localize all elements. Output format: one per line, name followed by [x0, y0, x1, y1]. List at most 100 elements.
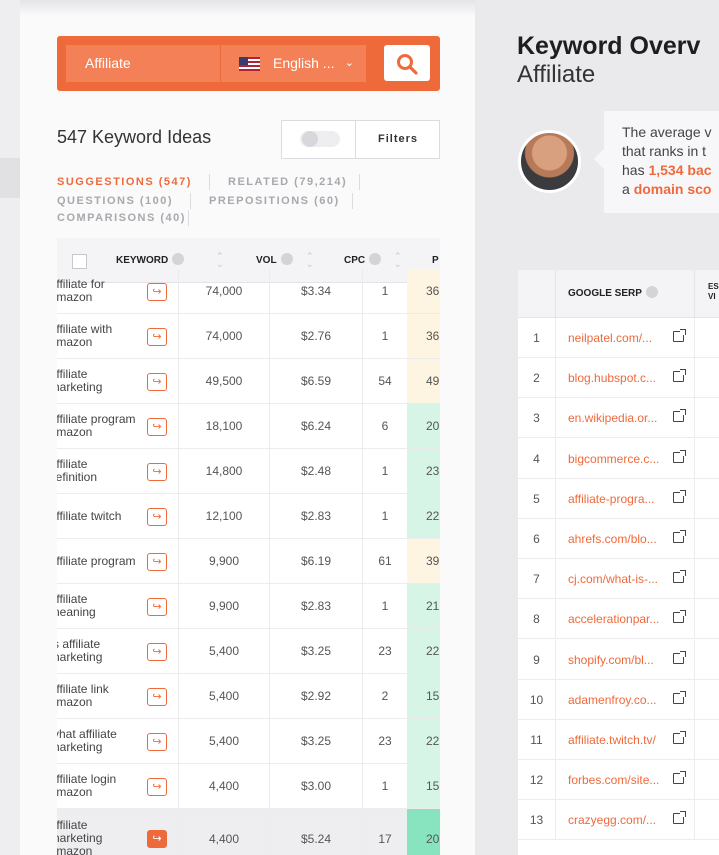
table-row[interactable]: vhat affiliate narketing ↪ 5,400 $3.25 23 22 — [57, 719, 440, 764]
keyword-cell[interactable]: ıffiliate narketing ımazon — [57, 818, 103, 855]
open-keyword-icon[interactable]: ↪ — [147, 732, 167, 751]
pd-column-header[interactable]: P — [432, 255, 439, 266]
column-divider — [555, 679, 556, 720]
keyword-cell[interactable]: ıffiliate link ımazon — [57, 682, 109, 709]
open-keyword-icon[interactable]: ↪ — [147, 417, 167, 436]
search-input[interactable]: Affiliate — [66, 45, 220, 82]
external-link-icon[interactable] — [673, 811, 686, 825]
open-keyword-icon[interactable]: ↪ — [147, 507, 167, 526]
tab-separator — [359, 174, 360, 190]
search-button[interactable] — [384, 45, 430, 81]
serp-url-link[interactable]: accelerationpar... — [568, 612, 660, 627]
external-link-icon[interactable] — [673, 610, 686, 624]
serp-url-link[interactable]: crazyegg.com/... — [568, 813, 657, 828]
table-row[interactable]: ıffiliate lefinition ↪ 14,800 $2.48 1 23 — [57, 449, 440, 494]
keyword-cell[interactable]: ıffiliate for ımazon — [57, 277, 105, 304]
keyword-column-header[interactable]: KEYWORD — [116, 238, 185, 283]
table-row[interactable]: ıffiliate program ↪ 9,900 $6.19 61 39 — [57, 539, 440, 584]
serp-rank: 9 — [533, 652, 540, 667]
serp-url-link[interactable]: cj.com/what-is-... — [568, 572, 659, 587]
column-divider — [269, 449, 270, 493]
external-link-icon[interactable] — [673, 650, 686, 664]
open-keyword-icon[interactable]: ↪ — [147, 642, 167, 661]
table-row[interactable]: ıffiliate for ımazon ↪ 74,000 $3.34 1 36 — [57, 269, 440, 314]
table-row[interactable]: ıffiliate login ımazon ↪ 4,400 $3.00 1 15 — [57, 764, 440, 809]
volume-cell: 9,900 — [208, 554, 240, 568]
keyword-cell[interactable]: ıffiliate twitch — [57, 508, 122, 523]
open-keyword-icon[interactable]: ↪ — [147, 830, 167, 848]
keyword-cell[interactable]: ıffiliate login ımazon — [57, 772, 117, 799]
external-link-icon[interactable] — [673, 449, 686, 463]
table-row[interactable]: ıffiliate twitch ↪ 12,100 $2.83 1 22 — [57, 494, 440, 539]
sort-icon[interactable]: ⌃ ⌄ — [216, 251, 224, 269]
open-keyword-icon[interactable]: ↪ — [147, 327, 167, 346]
external-link-icon[interactable] — [673, 409, 686, 423]
keyword-cell[interactable]: ıffiliate narketing — [57, 367, 103, 394]
open-keyword-icon[interactable]: ↪ — [147, 777, 167, 796]
sort-icon[interactable]: ⌃ ⌄ — [306, 251, 314, 269]
table-row[interactable]: ıffiliate narketing ↪ 49,500 $6.59 54 49 — [57, 359, 440, 404]
serp-row: 12 forbes.com/site... — [518, 760, 719, 801]
external-link-icon[interactable] — [673, 570, 686, 584]
tab-questions[interactable]: QUESTIONS (100) — [57, 195, 174, 207]
table-row[interactable]: ıffiliate with ımazon ↪ 74,000 $2.76 1 36 — [57, 314, 440, 359]
tab-separator — [209, 174, 210, 190]
tab-related[interactable]: RELATED (79,214) — [228, 176, 348, 188]
language-select[interactable]: English ... ⌄ — [221, 45, 366, 82]
external-link-icon[interactable] — [673, 530, 686, 543]
keyword-cell[interactable]: s affiliate narketing — [57, 637, 103, 664]
cpc-column-header[interactable]: CPC — [344, 238, 382, 283]
serp-url-link[interactable]: blog.hubspot.c... — [568, 371, 657, 386]
external-link-icon[interactable] — [673, 731, 686, 744]
serp-url-link[interactable]: neilpatel.com/... — [568, 331, 653, 345]
open-keyword-icon[interactable]: ↪ — [147, 687, 167, 706]
tab-suggestions[interactable]: SUGGESTIONS (547) — [57, 176, 192, 188]
serp-url-link[interactable]: en.wikipedia.or... — [568, 411, 658, 426]
keyword-cell[interactable]: ıffiliate with ımazon — [57, 322, 113, 349]
table-row[interactable]: ıffiliate link ımazon ↪ 5,400 $2.92 2 15 — [57, 674, 440, 719]
table-row[interactable]: ıffiliate narketing ımazon ↪ 4,400 $5.24 17 2… — [57, 809, 440, 855]
est-visits-header[interactable]: ES VI — [708, 282, 719, 301]
vol-column-header[interactable]: VOL — [256, 238, 293, 283]
paid-difficulty-cell: 23 — [378, 644, 392, 658]
keyword-cell[interactable]: ıffiliate neaning — [57, 592, 96, 619]
open-keyword-icon[interactable]: ↪ — [147, 282, 167, 301]
serp-url-link[interactable]: affiliate-progra... — [568, 491, 655, 506]
open-keyword-icon[interactable]: ↪ — [147, 372, 167, 391]
column-divider — [362, 719, 363, 763]
sort-icon[interactable]: ⌃ ⌄ — [394, 251, 402, 269]
select-all-checkbox[interactable] — [72, 254, 87, 269]
serp-url-link[interactable]: affiliate.twitch.tv/ — [568, 733, 656, 747]
cpc-cell: $3.00 — [300, 779, 332, 793]
table-row[interactable]: ıffiliate neaning ↪ 9,900 $2.83 1 21 — [57, 584, 440, 629]
google-serp-header[interactable]: GOOGLE SERP — [568, 270, 658, 318]
table-row[interactable]: s affiliate narketing ↪ 5,400 $3.25 23 22 — [57, 629, 440, 674]
filters-button[interactable]: Filters — [377, 133, 418, 145]
open-keyword-icon[interactable]: ↪ — [147, 552, 167, 571]
keyword-cell[interactable]: ıffiliate program — [57, 553, 136, 568]
serp-url-link[interactable]: ahrefs.com/blo... — [568, 532, 657, 546]
open-keyword-icon[interactable]: ↪ — [147, 462, 167, 481]
info-icon — [280, 253, 293, 265]
external-link-icon[interactable] — [673, 771, 686, 785]
column-divider — [362, 269, 363, 313]
external-link-icon[interactable] — [673, 690, 686, 704]
serp-url-link[interactable]: bigcommerce.c... — [568, 451, 660, 466]
column-divider — [694, 270, 695, 318]
serp-url-link[interactable]: adamenfroy.co... — [568, 692, 657, 707]
external-link-icon[interactable] — [673, 369, 686, 383]
tab-prepositions[interactable]: PREPOSITIONS (60) — [209, 195, 340, 207]
column-divider — [555, 270, 556, 318]
keyword-cell[interactable]: vhat affiliate narketing — [57, 727, 117, 754]
serp-url-link[interactable]: forbes.com/site... — [568, 773, 660, 788]
filter-toggle[interactable] — [300, 131, 340, 147]
open-keyword-icon[interactable]: ↪ — [147, 597, 167, 616]
column-divider — [178, 494, 179, 538]
tab-comparisons[interactable]: COMPARISONS (40) — [57, 212, 186, 224]
keyword-cell[interactable]: ıffiliate lefinition — [57, 457, 98, 484]
external-link-icon[interactable] — [673, 329, 686, 342]
table-row[interactable]: ıffiliate program ımazon ↪ 18,100 $6.24 6 20 — [57, 404, 440, 449]
serp-url-link[interactable]: shopify.com/bl... — [568, 652, 654, 667]
keyword-cell[interactable]: ıffiliate program ımazon — [57, 412, 136, 439]
external-link-icon[interactable] — [673, 489, 686, 503]
